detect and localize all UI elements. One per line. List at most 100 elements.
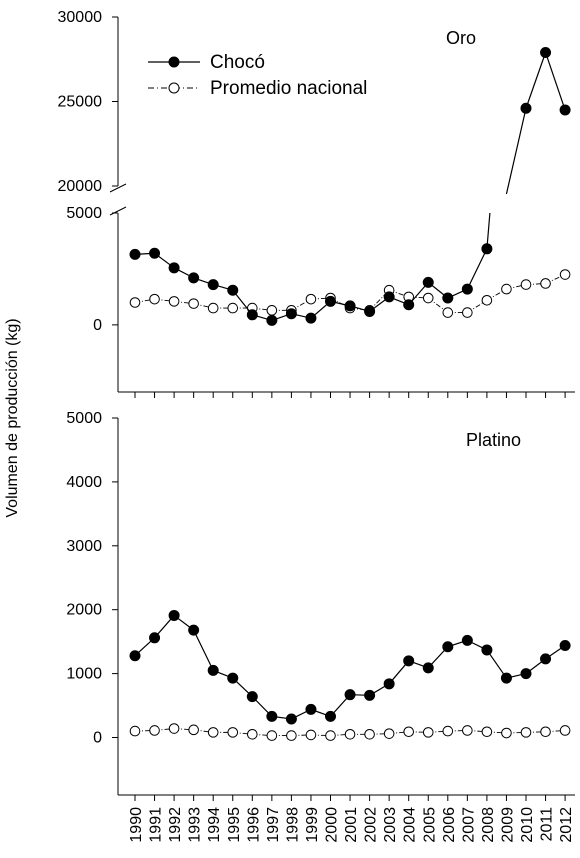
platino-marker-choco	[149, 632, 161, 644]
platino-marker-promedio	[188, 724, 199, 736]
x-tick-label: 2008	[480, 807, 497, 843]
oro-marker-choco	[559, 104, 571, 116]
platino-marker-choco	[168, 609, 180, 621]
platino-marker-choco	[305, 703, 317, 715]
oro-marker-choco	[540, 46, 552, 58]
x-ticks: 1990 1991 1992 1993 1994 1995 1996 1997 1998 1999…	[128, 392, 575, 843]
oro-y-tick-label: 5000	[66, 205, 102, 222]
x-tick-label: 1994	[206, 807, 223, 843]
platino-marker-promedio	[129, 725, 141, 737]
oro-y-tick-label: 20000	[58, 178, 103, 195]
platino-y-tick-label: 0	[93, 729, 102, 746]
oro-marker-promedio	[540, 278, 551, 289]
legend-marker-choco	[168, 56, 180, 68]
oro-marker-promedio	[520, 279, 532, 290]
x-tick-label: 2005	[421, 807, 438, 843]
legend-marker-promedio	[168, 82, 180, 94]
x-tick-label: 2002	[363, 807, 380, 843]
platino-marker-choco	[481, 644, 493, 656]
platino-marker-choco	[188, 624, 200, 636]
platino-marker-choco	[227, 672, 239, 684]
oro-axes	[109, 17, 575, 393]
platino-axes	[117, 418, 575, 796]
panel-label-platino: Platino	[466, 430, 521, 450]
platino-marker-promedio	[364, 728, 375, 740]
oro-marker-choco	[403, 299, 415, 311]
oro-marker-promedio	[227, 302, 239, 314]
x-tick-label: 2001	[343, 807, 360, 843]
oro-marker-choco	[481, 243, 493, 255]
oro-marker-choco	[246, 309, 258, 321]
platino-marker-choco	[207, 664, 219, 676]
oro-marker-choco	[520, 102, 532, 114]
x-tick-label: 2012	[558, 807, 575, 843]
platino-line-segment	[486, 649, 507, 679]
oro-marker-promedio	[188, 298, 199, 309]
platino-marker-choco	[285, 713, 297, 725]
platino-marker-choco	[403, 655, 415, 667]
oro-marker-choco	[207, 279, 219, 291]
platino-marker-promedio	[149, 725, 160, 736]
oro-marker-choco	[325, 295, 336, 307]
platino-marker-choco	[422, 662, 434, 674]
oro-line-segment	[505, 108, 527, 195]
platino-marker-choco	[246, 691, 258, 703]
x-tick-label: 2011	[539, 807, 556, 842]
oro-marker-choco	[422, 276, 434, 288]
platino-marker-promedio	[422, 727, 434, 738]
oro-marker-choco	[266, 314, 278, 326]
platino-marker-promedio	[462, 725, 473, 736]
oro-series-choco	[129, 46, 571, 326]
legend: Chocó Promedio nacional	[148, 52, 367, 99]
platino-y-ticks: 0 1000 2000 3000 4000 5000	[66, 410, 118, 746]
x-tick-label: 1991	[148, 807, 165, 843]
platino-marker-choco	[129, 650, 141, 662]
oro-marker-promedio	[559, 269, 571, 280]
oro-marker-choco	[227, 284, 239, 296]
platino-y-tick-label: 3000	[66, 538, 102, 555]
oro-marker-choco	[129, 248, 141, 260]
platino-marker-choco	[383, 678, 395, 690]
x-tick-label: 1995	[226, 807, 243, 843]
x-tick-label: 2006	[441, 807, 458, 843]
oro-y-tick-label: 30000	[58, 9, 103, 26]
legend-label-promedio: Promedio nacional	[210, 78, 367, 99]
oro-y-ticks: 0 5000 20000 25000 30000	[58, 9, 118, 334]
platino-marker-promedio	[501, 727, 512, 739]
platino-marker-promedio	[520, 727, 532, 738]
axis-break-mark-lower	[109, 206, 127, 216]
oro-marker-choco	[383, 291, 395, 303]
oro-marker-promedio	[305, 293, 317, 305]
x-tick-label: 1993	[187, 807, 204, 843]
x-tick-label: 2003	[382, 807, 399, 843]
legend-label-choco: Chocó	[210, 52, 265, 73]
platino-marker-promedio	[325, 730, 336, 741]
oro-marker-promedio	[129, 297, 141, 308]
platino-y-tick-label: 5000	[66, 410, 102, 427]
y-axis-title: Volumen de producción (kg)	[4, 318, 21, 517]
oro-marker-promedio	[149, 293, 160, 305]
x-tick-label: 2000	[324, 807, 341, 843]
x-tick-label: 1997	[265, 807, 282, 843]
platino-series-promedio	[129, 723, 571, 741]
oro-marker-choco	[305, 312, 317, 324]
oro-y-tick-label: 0	[93, 317, 102, 334]
x-tick-label: 1998	[284, 807, 301, 843]
series-layer	[129, 46, 571, 741]
platino-marker-promedio	[383, 728, 395, 739]
oro-marker-promedio	[481, 294, 493, 306]
oro-marker-choco	[168, 262, 180, 274]
platino-marker-choco	[344, 689, 356, 701]
oro-line-segment	[486, 212, 491, 249]
platino-marker-promedio	[540, 726, 551, 738]
panel-label-oro: Oro	[446, 28, 476, 48]
oro-line-segment	[544, 52, 566, 111]
platino-marker-promedio	[305, 729, 317, 741]
platino-marker-choco	[461, 634, 473, 646]
axis-break-mark-upper	[109, 183, 127, 193]
platino-marker-choco	[266, 710, 278, 722]
platino-marker-promedio	[403, 726, 415, 738]
platino-marker-choco	[442, 641, 454, 653]
platino-y-tick-label: 2000	[66, 602, 102, 619]
platino-y-tick-label: 1000	[66, 666, 102, 683]
